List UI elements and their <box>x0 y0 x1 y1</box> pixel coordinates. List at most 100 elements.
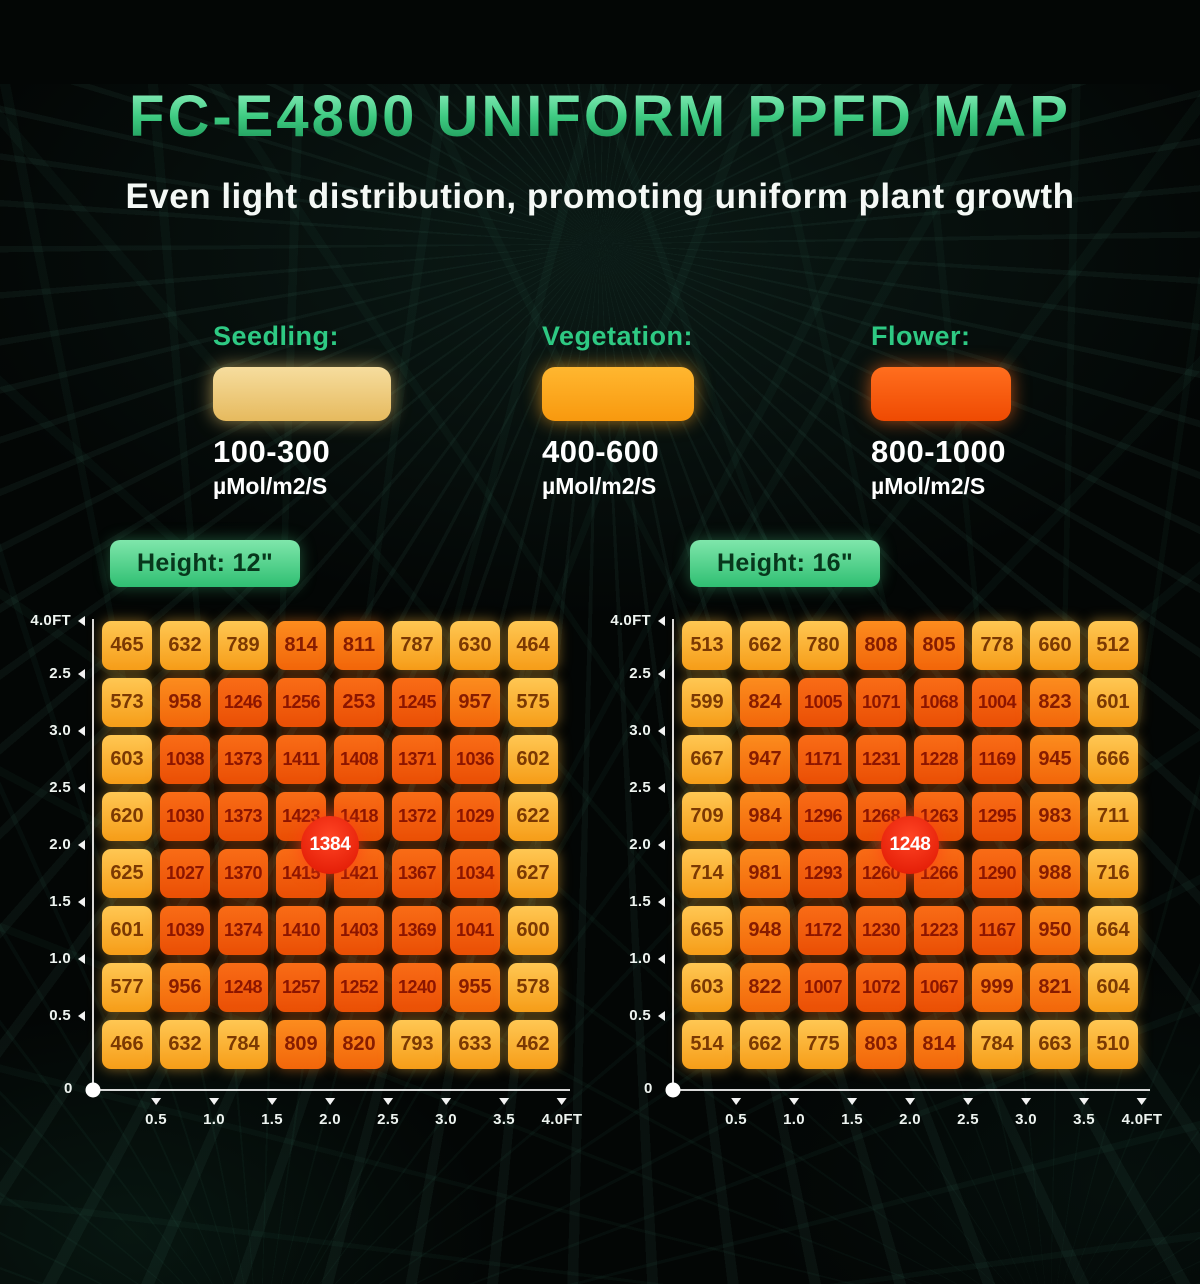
ppfd-cell: 1172 <box>798 905 848 955</box>
y-axis-tick: 3.0 <box>49 722 85 740</box>
ppfd-cell: 1067 <box>914 962 964 1012</box>
legend-unit-flower: µMol/m2/S <box>871 472 986 499</box>
ppfd-cell: 811 <box>334 620 384 670</box>
x-tick-label: 3.0 <box>1015 1110 1037 1128</box>
ppfd-cell: 1072 <box>856 962 906 1012</box>
y-tick-label: 0.5 <box>49 1007 71 1025</box>
x-axis-tick: 2.5 <box>377 1097 399 1128</box>
ppfd-cell: 956 <box>160 962 210 1012</box>
x-tick-label: 3.0 <box>435 1110 457 1128</box>
heatmap-wrap: 513 662 780 808 805 778 660 512 599 824 1005 1071 10… <box>674 620 1138 1069</box>
ppfd-cell: 808 <box>856 620 906 670</box>
ppfd-cell: 1374 <box>218 905 268 955</box>
ppfd-cell: 981 <box>740 848 790 898</box>
ppfd-cell: 1260 <box>856 848 906 898</box>
ppfd-cell: 660 <box>1030 620 1080 670</box>
tick-arrow-down-icon <box>962 1097 973 1105</box>
x-axis: 0 0.5 1.0 1.5 2.0 2.5 3.0 3.5 4.0FT <box>30 1080 582 1141</box>
ppfd-cell: 1005 <box>798 677 848 727</box>
y-tick-label: 2.5 <box>629 665 651 683</box>
x-tick-label: 1.0 <box>203 1110 225 1128</box>
y-axis-tick: 0.5 <box>49 1007 85 1025</box>
tick-arrow-down-icon <box>788 1097 799 1105</box>
ppfd-cell: 1248 <box>218 962 268 1012</box>
ppfd-cell: 945 <box>1030 734 1080 784</box>
ppfd-cell: 984 <box>740 791 790 841</box>
ppfd-cell: 622 <box>508 791 558 841</box>
x-axis-tick: 4.0FT <box>1122 1097 1163 1128</box>
ppfd-cell: 822 <box>740 962 790 1012</box>
x-tick-label: 2.5 <box>377 1110 399 1128</box>
ppfd-cell: 1256 <box>276 677 326 727</box>
ppfd-cell: 716 <box>1088 848 1138 898</box>
page-subtitle: Even light distribution, promoting unifo… <box>125 176 1075 216</box>
y-tick-label: 2.5 <box>49 665 71 683</box>
ppfd-cell: 809 <box>276 1019 326 1069</box>
y-tick-label: 1.5 <box>629 893 651 911</box>
ppfd-cell: 575 <box>508 677 558 727</box>
ppfd-cell: 1004 <box>972 677 1022 727</box>
ppfd-cell: 1171 <box>798 734 848 784</box>
legend-range-flower: 800-1000 <box>871 433 1007 469</box>
tick-arrow-left-icon <box>658 1010 665 1021</box>
chart-height-16in: Height: 16" 4.0FT 2.5 3.0 2.5 2.0 1.5 1.0 0.5 5… <box>610 539 1162 1141</box>
x-tick-label: 2.5 <box>957 1110 979 1128</box>
ppfd-cell: 784 <box>218 1019 268 1069</box>
origin-label: 0 <box>644 1079 653 1097</box>
tick-arrow-down-icon <box>440 1097 451 1105</box>
center-ppfd-badge: 1384 <box>301 815 359 874</box>
y-tick-label: 1.5 <box>49 893 71 911</box>
tick-arrow-down-icon <box>498 1097 509 1105</box>
ppfd-cell: 1068 <box>914 677 964 727</box>
x-axis-tick: 1.0 <box>203 1097 225 1128</box>
tick-arrow-left-icon <box>78 725 85 736</box>
ppfd-cell: 820 <box>334 1019 384 1069</box>
ppfd-cell: 1411 <box>276 734 326 784</box>
ppfd-cell: 630 <box>450 620 500 670</box>
ppfd-cell: 632 <box>160 620 210 670</box>
tick-arrow-down-icon <box>208 1097 219 1105</box>
x-axis-tick: 3.0 <box>1015 1097 1037 1128</box>
ppfd-cell: 1230 <box>856 905 906 955</box>
tick-arrow-down-icon <box>324 1097 335 1105</box>
ppfd-cell: 1252 <box>334 962 384 1012</box>
ppfd-cell: 666 <box>1088 734 1138 784</box>
ppfd-cell: 988 <box>1030 848 1080 898</box>
y-tick-label: 3.0 <box>49 722 71 740</box>
ppfd-cell: 983 <box>1030 791 1080 841</box>
ppfd-cell: 601 <box>102 905 152 955</box>
ppfd-cell: 1169 <box>972 734 1022 784</box>
ppfd-cell: 1295 <box>972 791 1022 841</box>
legend-range-seedling: 100-300 <box>213 433 331 469</box>
x-axis-tick: 1.0 <box>783 1097 805 1128</box>
x-axis: 0 0.5 1.0 1.5 2.0 2.5 3.0 3.5 4.0FT <box>610 1080 1162 1141</box>
height-badge-12in: Height: 12" <box>110 539 301 587</box>
ppfd-cell: 632 <box>160 1019 210 1069</box>
heatmap-wrap: 465 632 789 814 811 787 630 464 573 958 1246 1256 25… <box>94 620 558 1069</box>
y-axis-line <box>672 618 674 1093</box>
ppfd-cell: 955 <box>450 962 500 1012</box>
y-axis-tick: 2.0 <box>49 836 85 854</box>
tick-arrow-down-icon <box>730 1097 741 1105</box>
ppfd-cell: 1421 <box>334 848 384 898</box>
origin-label: 0 <box>64 1079 73 1097</box>
ppfd-cell: 625 <box>102 848 152 898</box>
tick-arrow-left-icon <box>658 953 665 964</box>
x-axis-tick: 3.5 <box>493 1097 515 1128</box>
ppfd-cell: 1290 <box>972 848 1022 898</box>
y-axis-tick: 1.5 <box>629 893 665 911</box>
ppfd-cell: 950 <box>1030 905 1080 955</box>
x-tick-label: 2.0 <box>899 1110 921 1128</box>
ppfd-cell: 1370 <box>218 848 268 898</box>
x-tick-label: 2.0 <box>319 1110 341 1128</box>
ppfd-cell: 803 <box>856 1019 906 1069</box>
ppfd-cell: 1296 <box>798 791 848 841</box>
tick-arrow-left-icon <box>78 839 85 850</box>
ppfd-cell: 793 <box>392 1019 442 1069</box>
x-axis-line <box>672 1088 1150 1091</box>
ppfd-cell: 1373 <box>218 791 268 841</box>
ppfd-cell: 603 <box>102 734 152 784</box>
ppfd-cell: 1228 <box>914 734 964 784</box>
y-tick-label: 1.0 <box>49 950 71 968</box>
tick-arrow-down-icon <box>150 1097 161 1105</box>
